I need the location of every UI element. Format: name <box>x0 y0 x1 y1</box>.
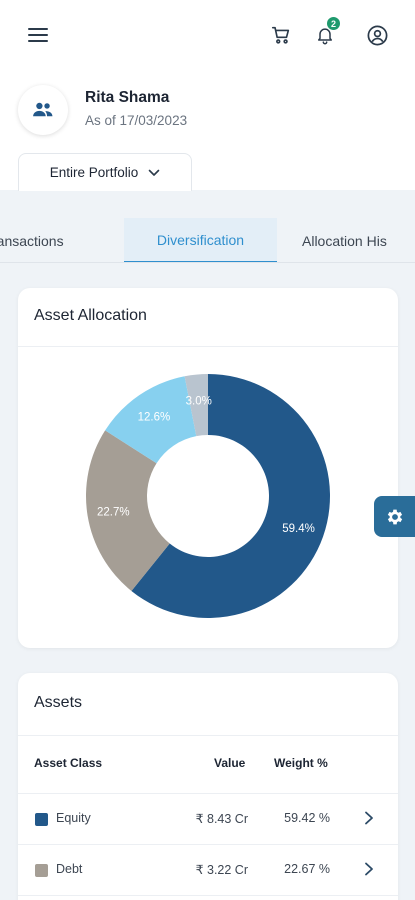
assets-card: Assets Asset Class Value Weight % Equity… <box>18 673 398 900</box>
tab-diversification[interactable]: Diversification <box>124 218 277 263</box>
table-row[interactable]: Debt ₹ 3.22 Cr 22.67 % <box>18 845 398 895</box>
gear-icon <box>387 509 402 524</box>
debt-swatch <box>35 864 48 877</box>
notification-badge: 2 <box>326 16 341 31</box>
tab-bar: ransactions Diversification Allocation H… <box>0 218 415 263</box>
column-header-asset-class: Asset Class <box>34 756 103 770</box>
profile-icon[interactable] <box>362 20 392 50</box>
card-divider <box>18 735 398 736</box>
donut-slice[interactable] <box>184 374 208 437</box>
asset-value: ₹ 3.22 Cr <box>195 863 248 877</box>
tab-transactions[interactable]: ransactions <box>0 232 64 249</box>
notification-bell-icon[interactable]: 2 <box>310 16 341 50</box>
donut-slice-label: 12.6% <box>138 412 171 424</box>
portfolio-selector[interactable]: Entire Portfolio <box>18 153 192 191</box>
donut-slice-label: 3.0% <box>186 395 212 407</box>
top-bar: 2 <box>0 0 415 70</box>
donut-slice-label: 22.7% <box>97 507 130 519</box>
assets-title: Assets <box>34 694 83 711</box>
chevron-down-icon <box>148 169 160 176</box>
chevron-right-icon[interactable] <box>362 810 376 826</box>
people-icon <box>33 102 53 117</box>
donut-slice-label: 59.4% <box>282 523 315 535</box>
equity-swatch <box>35 813 48 826</box>
cart-icon[interactable] <box>266 20 296 50</box>
asset-value: ₹ 8.43 Cr <box>195 812 248 826</box>
user-name: Rita Shama <box>85 89 170 106</box>
asset-class-name: Equity <box>56 811 91 825</box>
tab-allocation-history[interactable]: Allocation His <box>302 232 387 249</box>
donut-slice[interactable] <box>131 374 330 618</box>
settings-button[interactable] <box>374 496 415 537</box>
portfolio-selector-label: Entire Portfolio <box>49 165 139 180</box>
donut-slice[interactable] <box>105 376 197 464</box>
asset-allocation-card: Asset Allocation 59.4% 22.7% 12.6% 3.0% <box>18 288 398 648</box>
asset-allocation-donut-chart: 59.4% 22.7% 12.6% 3.0% <box>85 374 330 618</box>
as-of-date: As of 17/03/2023 <box>85 113 188 128</box>
avatar <box>18 85 68 135</box>
asset-weight: 59.42 % <box>284 811 330 825</box>
chevron-right-icon[interactable] <box>362 861 376 877</box>
user-info: Rita Shama As of 17/03/2023 <box>18 85 398 137</box>
column-header-value: Value <box>214 756 246 770</box>
asset-allocation-title: Asset Allocation <box>34 307 147 324</box>
table-divider <box>18 895 398 896</box>
asset-weight: 22.67 % <box>284 862 330 876</box>
column-header-weight: Weight % <box>274 756 328 770</box>
tab-divider <box>0 262 415 263</box>
table-row[interactable]: Equity ₹ 8.43 Cr 59.42 % <box>18 794 398 844</box>
menu-icon[interactable] <box>23 20 53 50</box>
table-divider <box>18 844 398 845</box>
donut-slice[interactable] <box>85 430 170 591</box>
card-divider <box>18 346 398 347</box>
table-divider <box>18 793 398 794</box>
asset-class-name: Debt <box>56 862 83 876</box>
